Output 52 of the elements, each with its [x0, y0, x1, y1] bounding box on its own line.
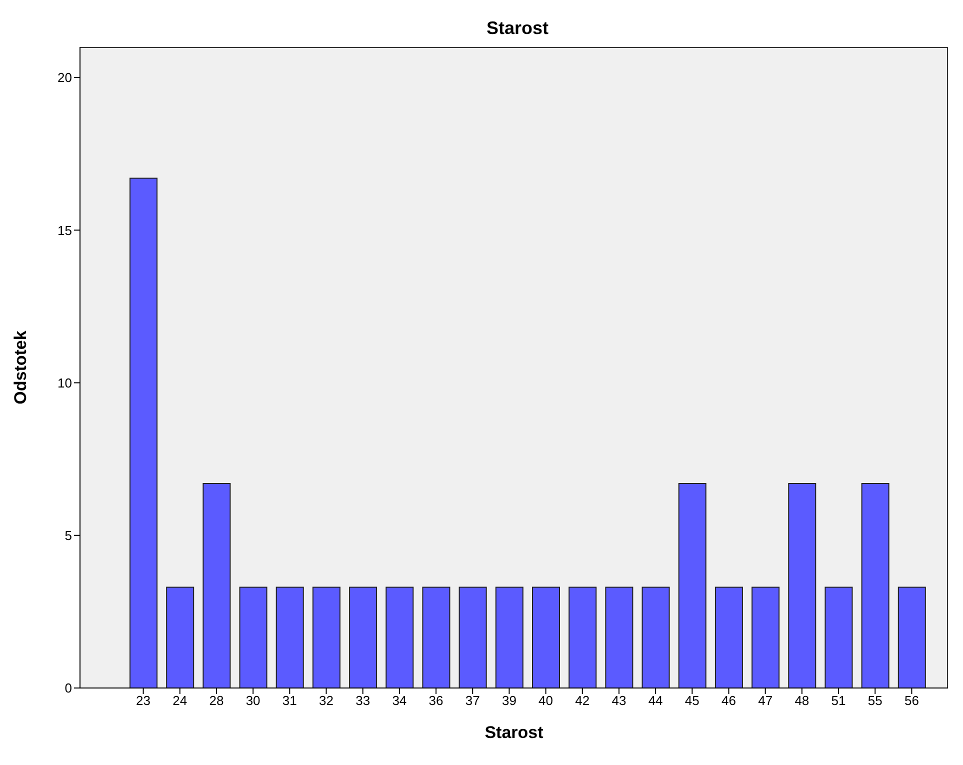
x-tick-label: 36	[428, 693, 444, 708]
x-tick-label: 39	[502, 693, 516, 708]
x-tick-label: 46	[722, 693, 736, 708]
x-tick-label: 32	[319, 693, 334, 708]
x-tick-label: 28	[209, 693, 224, 708]
x-tick-label: 43	[612, 693, 626, 708]
x-tick-label: 55	[868, 693, 882, 708]
bar	[422, 586, 450, 688]
x-tick-label: 31	[282, 693, 297, 708]
bar	[239, 586, 268, 688]
bar	[349, 586, 378, 688]
y-tick-label: 15	[58, 222, 72, 238]
y-axis-title: Odstotek	[11, 330, 30, 404]
bar	[276, 586, 304, 688]
x-tick-label: 56	[904, 693, 919, 708]
y-tick-label: 0	[64, 680, 72, 696]
chart-title: Starost	[485, 18, 550, 39]
x-tick-label: 33	[356, 693, 370, 708]
bar	[312, 586, 340, 688]
y-tick-label: 20	[58, 70, 72, 86]
x-tick-label: 37	[465, 693, 480, 708]
bar	[678, 482, 706, 688]
bar	[788, 482, 816, 688]
x-axis-title: Starost	[484, 723, 544, 742]
x-tick-label: 51	[831, 693, 846, 708]
x-tick-label: 45	[684, 693, 700, 708]
x-tick-label: 44	[648, 693, 663, 708]
bar	[532, 586, 560, 688]
x-tick-label: 47	[758, 693, 773, 708]
y-tick-label: 5	[64, 528, 72, 543]
bar	[568, 586, 597, 688]
bar	[386, 586, 414, 688]
bar	[495, 586, 524, 688]
x-tick-label: 48	[794, 693, 810, 708]
bar	[752, 586, 780, 688]
x-tick-label: 42	[575, 693, 590, 708]
bar	[898, 586, 926, 688]
x-tick-label: 40	[538, 693, 554, 708]
x-tick-label: 24	[172, 693, 188, 708]
bar	[130, 178, 158, 688]
x-tick-label: 23	[136, 693, 151, 708]
bar	[861, 482, 890, 688]
bar	[202, 482, 231, 688]
bar	[605, 586, 634, 688]
bar	[458, 586, 487, 688]
bar	[166, 586, 194, 688]
x-tick-label: 34	[392, 693, 407, 708]
bar	[714, 586, 743, 688]
bar	[642, 586, 670, 688]
bar	[824, 586, 853, 688]
x-tick-label: 30	[246, 693, 260, 708]
y-tick-label: 10	[58, 375, 72, 390]
